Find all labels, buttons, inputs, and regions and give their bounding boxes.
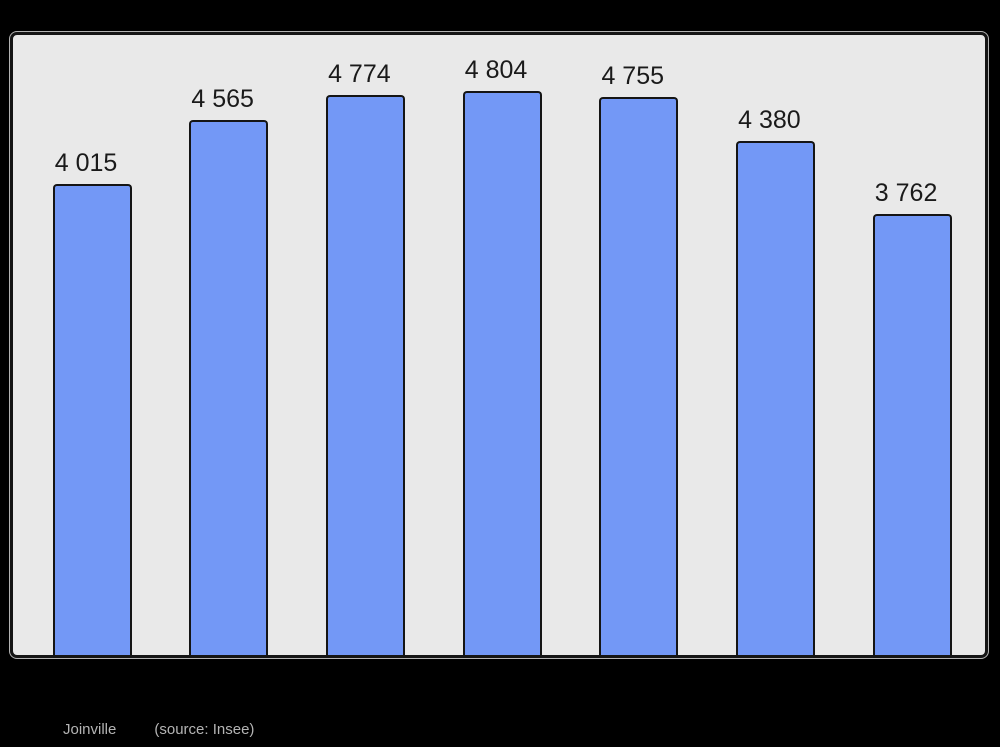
bar bbox=[599, 97, 679, 655]
bar-value-label: 4 565 bbox=[191, 85, 254, 113]
bar bbox=[872, 214, 952, 655]
caption-title: Joinville bbox=[63, 721, 117, 738]
bar-value-label: 4 774 bbox=[328, 60, 391, 88]
caption-source: (source: Insee) bbox=[154, 721, 255, 738]
bar-value-label: 3 762 bbox=[874, 179, 938, 207]
bar-value-label: 4 380 bbox=[738, 106, 801, 134]
bar-value-label: 4 755 bbox=[601, 62, 664, 90]
bar bbox=[735, 141, 815, 655]
bar bbox=[462, 91, 542, 655]
chart-caption: Joinville (source: Insee) bbox=[63, 721, 254, 738]
bar bbox=[189, 120, 269, 655]
bar bbox=[52, 184, 132, 655]
bar-value-label: 4 015 bbox=[54, 149, 118, 177]
chart-plot-area: 4 015 4 565 4 774 4 804 4 755 4 380 3 762 bbox=[10, 32, 988, 658]
bar bbox=[325, 95, 405, 655]
bar-value-label: 4 804 bbox=[464, 56, 528, 84]
